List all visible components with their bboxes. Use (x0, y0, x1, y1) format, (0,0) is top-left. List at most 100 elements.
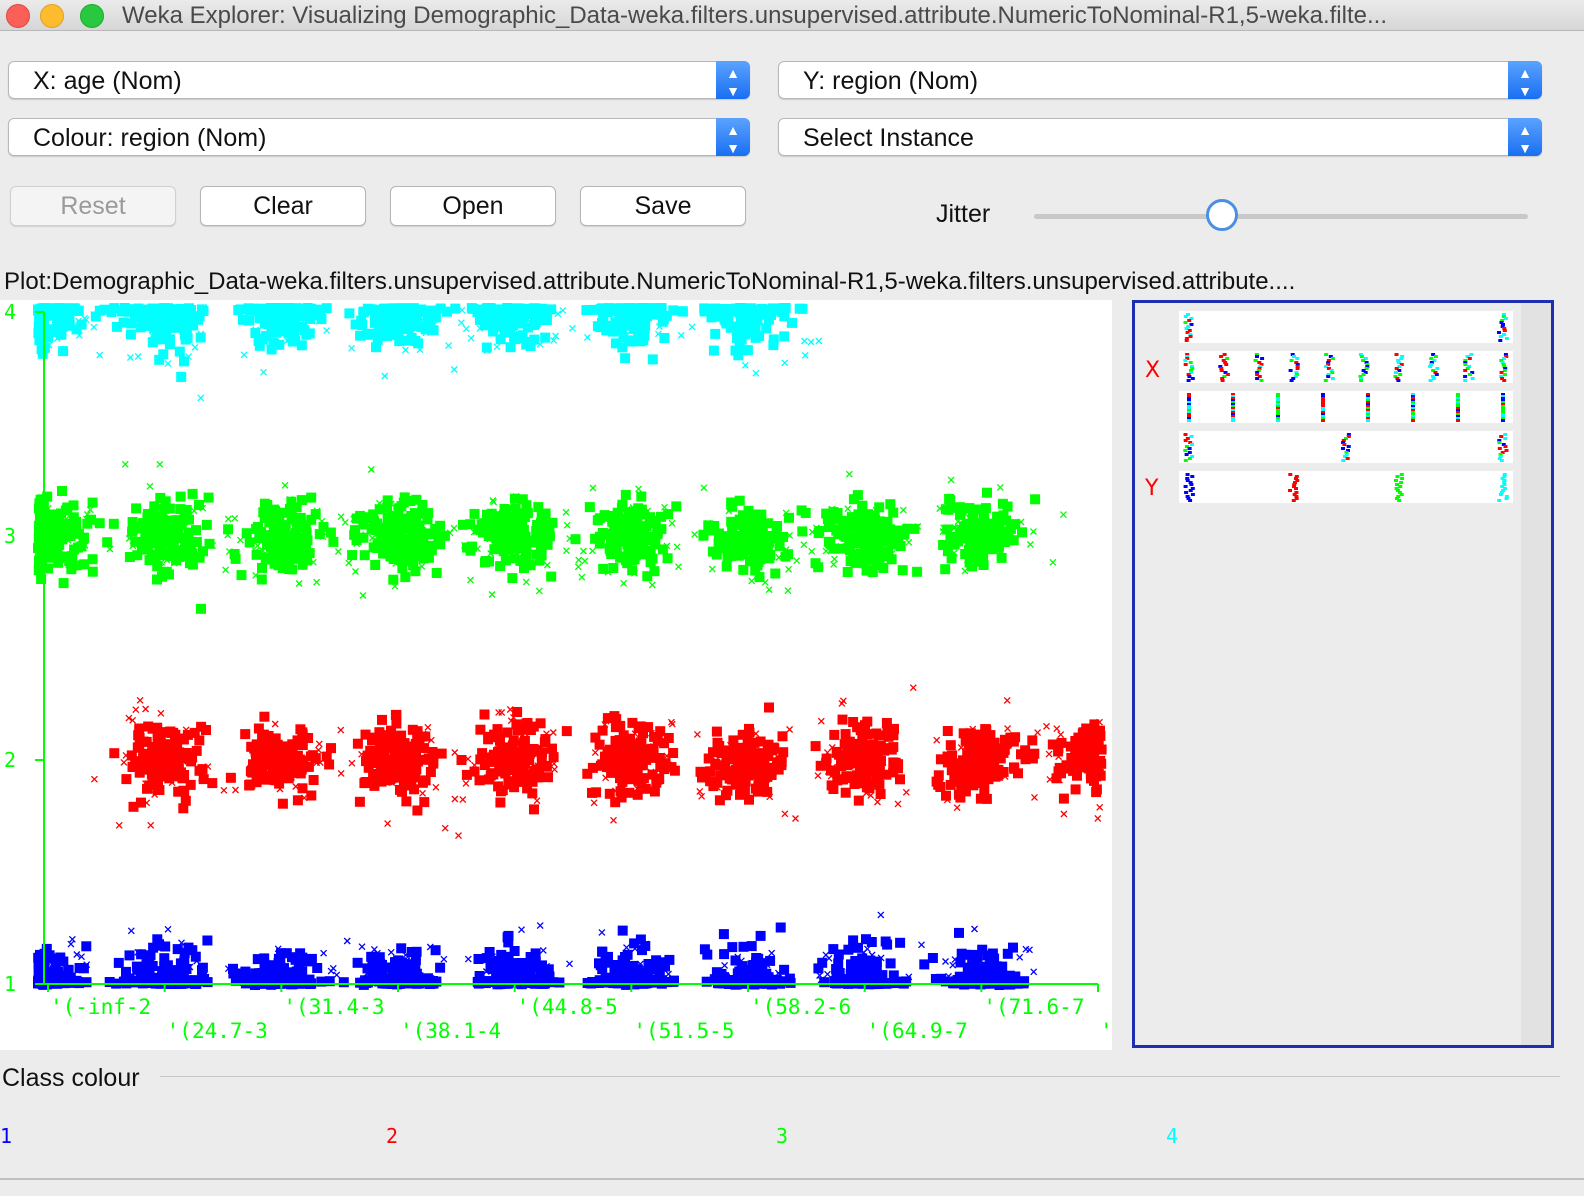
y-axis-select[interactable]: Y: region (Nom) ▲ ▼ (778, 61, 1542, 99)
series-1 (33, 911, 1038, 990)
x-axis-select[interactable]: X: age (Nom) ▲ ▼ (8, 61, 750, 99)
point (240, 729, 251, 740)
open-button[interactable]: Open (390, 186, 556, 226)
point (718, 773, 726, 780)
point (121, 460, 129, 468)
point (537, 514, 548, 525)
point (151, 772, 162, 783)
point (388, 574, 399, 585)
point (848, 549, 859, 560)
point (380, 523, 391, 534)
save-button[interactable]: Save (580, 186, 746, 226)
point (711, 967, 722, 978)
point (606, 767, 617, 778)
point (224, 515, 232, 523)
point (149, 538, 160, 549)
point (476, 754, 484, 762)
point (377, 975, 388, 986)
point (496, 527, 506, 538)
point (542, 539, 553, 550)
point (130, 975, 141, 986)
point (158, 559, 165, 566)
point (179, 956, 190, 967)
point (472, 976, 483, 987)
point (878, 520, 889, 531)
point (872, 524, 883, 535)
point (536, 541, 547, 552)
point (276, 785, 284, 793)
point (481, 342, 492, 353)
point (145, 527, 156, 538)
colour-select[interactable]: Colour: region (Nom) ▲ ▼ (8, 118, 750, 156)
point (160, 944, 168, 952)
point (494, 536, 505, 547)
point (357, 320, 368, 330)
point (909, 684, 917, 692)
point (853, 942, 863, 953)
point (494, 314, 504, 325)
point (545, 969, 553, 977)
point (182, 523, 189, 531)
point (475, 724, 486, 735)
scatter-plot[interactable]: 1234'(-inf-2'(24.7-3'(31.4-3'(38.1-4'(44… (0, 300, 1112, 1052)
point (961, 510, 969, 518)
point (139, 306, 150, 317)
point (888, 757, 899, 768)
point (1065, 741, 1076, 752)
point (37, 965, 47, 976)
point (639, 733, 647, 741)
close-window-button[interactable] (6, 4, 30, 28)
point (136, 307, 143, 315)
point (297, 559, 308, 570)
point (427, 528, 435, 536)
point (406, 975, 417, 986)
point (973, 749, 983, 760)
point (517, 511, 525, 519)
point (422, 329, 430, 337)
clear-button[interactable]: Clear (200, 186, 366, 226)
point (493, 970, 501, 978)
point (861, 719, 869, 727)
point (178, 309, 185, 317)
point (440, 955, 448, 963)
point (734, 759, 745, 770)
point (305, 330, 313, 338)
point (126, 354, 134, 361)
point (475, 754, 486, 765)
point (361, 756, 371, 767)
select-instance-select[interactable]: Select Instance ▲ ▼ (778, 118, 1542, 156)
point (501, 536, 509, 544)
point (603, 951, 613, 962)
point (505, 321, 516, 332)
jitter-slider-knob[interactable] (1205, 199, 1238, 231)
point (731, 779, 742, 790)
point (973, 536, 984, 547)
point (855, 744, 863, 752)
point (638, 773, 649, 784)
point (490, 329, 498, 337)
jitter-slider-track[interactable] (1034, 214, 1528, 219)
point (409, 784, 420, 795)
point (745, 522, 756, 533)
point (164, 334, 175, 345)
point (516, 754, 524, 762)
point (546, 304, 557, 315)
point (127, 526, 138, 537)
maximize-window-button[interactable] (80, 4, 104, 28)
point (338, 977, 349, 988)
point (535, 718, 546, 729)
point (377, 714, 387, 725)
point (961, 567, 969, 575)
point (1053, 725, 1061, 733)
point (82, 518, 93, 529)
minimize-window-button[interactable] (40, 4, 64, 28)
point (170, 527, 181, 538)
point (954, 767, 965, 778)
point (529, 334, 540, 345)
point (426, 305, 437, 316)
point (399, 316, 410, 327)
point (610, 735, 621, 746)
reset-button[interactable]: Reset (10, 186, 176, 226)
point (784, 512, 794, 523)
point (45, 324, 56, 335)
